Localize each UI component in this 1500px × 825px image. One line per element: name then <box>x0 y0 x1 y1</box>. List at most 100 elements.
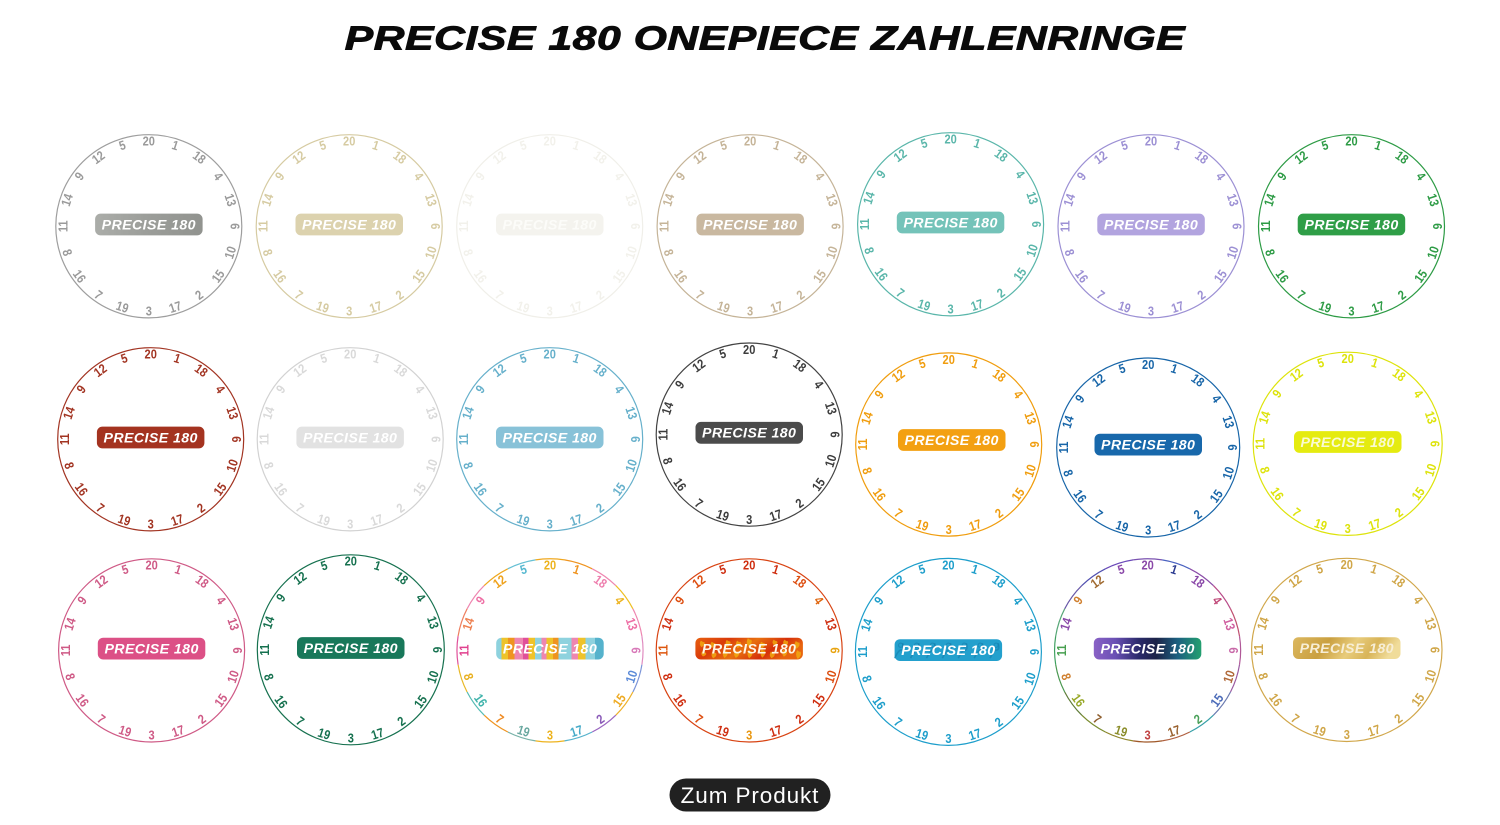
svg-text:8: 8 <box>660 247 676 258</box>
svg-text:20: 20 <box>1342 351 1355 366</box>
svg-text:Zum Produkt: Zum Produkt <box>681 783 820 808</box>
svg-text:1: 1 <box>972 135 983 151</box>
svg-text:19: 19 <box>715 506 732 524</box>
svg-text:20: 20 <box>744 134 757 149</box>
svg-text:5: 5 <box>119 350 130 366</box>
svg-text:14: 14 <box>459 405 477 422</box>
svg-text:14: 14 <box>1060 192 1078 209</box>
svg-text:14: 14 <box>1261 192 1279 209</box>
svg-text:17: 17 <box>1366 722 1383 740</box>
svg-text:PRECISE 180: PRECISE 180 <box>901 643 995 659</box>
svg-text:10: 10 <box>1422 462 1440 479</box>
svg-text:6: 6 <box>827 647 842 653</box>
svg-text:13: 13 <box>822 400 840 417</box>
svg-text:5: 5 <box>1116 561 1127 577</box>
svg-text:5: 5 <box>518 561 529 577</box>
svg-text:14: 14 <box>459 616 477 633</box>
svg-text:8: 8 <box>460 247 476 258</box>
svg-text:5: 5 <box>319 557 330 573</box>
svg-text:1: 1 <box>371 350 382 366</box>
svg-text:3: 3 <box>547 517 553 532</box>
svg-text:17: 17 <box>1367 515 1384 533</box>
svg-text:19: 19 <box>316 511 333 529</box>
svg-text:14: 14 <box>1254 615 1272 632</box>
svg-text:11: 11 <box>657 220 672 232</box>
svg-text:17: 17 <box>368 298 385 316</box>
svg-text:PRECISE 180: PRECISE 180 <box>905 433 999 449</box>
svg-text:6: 6 <box>227 223 242 229</box>
svg-text:3: 3 <box>346 304 352 319</box>
svg-text:6: 6 <box>628 436 643 442</box>
svg-text:10: 10 <box>224 668 242 685</box>
svg-text:PRECISE 180: PRECISE 180 <box>102 217 196 233</box>
svg-text:17: 17 <box>369 511 386 529</box>
svg-text:17: 17 <box>369 725 386 743</box>
svg-text:6: 6 <box>828 223 843 229</box>
svg-text:11: 11 <box>1054 644 1069 656</box>
svg-text:14: 14 <box>260 614 278 631</box>
svg-text:11: 11 <box>58 644 73 656</box>
svg-text:13: 13 <box>623 616 641 633</box>
svg-text:1: 1 <box>170 137 181 153</box>
svg-text:3: 3 <box>1344 727 1350 742</box>
svg-text:8: 8 <box>659 456 675 467</box>
svg-text:13: 13 <box>822 616 840 633</box>
svg-text:20: 20 <box>942 557 955 572</box>
svg-text:14: 14 <box>860 190 878 207</box>
svg-text:13: 13 <box>823 192 841 209</box>
svg-text:10: 10 <box>221 244 239 261</box>
svg-text:11: 11 <box>1056 441 1071 453</box>
svg-text:PRECISE 180: PRECISE 180 <box>503 217 597 233</box>
svg-text:19: 19 <box>515 722 532 740</box>
svg-text:20: 20 <box>544 558 557 573</box>
svg-text:8: 8 <box>460 460 476 471</box>
svg-text:8: 8 <box>1255 671 1271 682</box>
svg-text:5: 5 <box>518 350 529 366</box>
svg-text:20: 20 <box>143 134 156 149</box>
svg-text:10: 10 <box>822 452 840 469</box>
svg-text:11: 11 <box>55 220 70 232</box>
svg-text:8: 8 <box>62 671 78 682</box>
svg-text:8: 8 <box>61 460 77 471</box>
svg-text:PRECISE 180: PRECISE 180 <box>1301 435 1395 451</box>
svg-text:14: 14 <box>61 616 79 633</box>
svg-text:19: 19 <box>715 298 732 316</box>
svg-text:17: 17 <box>169 511 186 529</box>
svg-text:17: 17 <box>1166 517 1183 535</box>
svg-text:5: 5 <box>318 350 329 366</box>
svg-text:8: 8 <box>261 672 277 683</box>
svg-text:17: 17 <box>768 722 785 740</box>
svg-text:19: 19 <box>515 511 532 529</box>
svg-text:10: 10 <box>1421 668 1439 685</box>
svg-text:5: 5 <box>718 137 729 153</box>
svg-text:5: 5 <box>717 561 728 577</box>
svg-text:17: 17 <box>568 511 585 529</box>
svg-text:6: 6 <box>229 436 244 442</box>
svg-text:3: 3 <box>547 304 553 319</box>
svg-text:17: 17 <box>967 725 984 743</box>
svg-text:19: 19 <box>117 722 134 740</box>
svg-text:1: 1 <box>1172 137 1183 153</box>
svg-text:PRECISE 180: PRECISE 180 <box>903 215 997 231</box>
svg-text:5: 5 <box>919 135 930 151</box>
svg-text:14: 14 <box>858 617 876 634</box>
svg-text:10: 10 <box>223 457 241 474</box>
svg-text:11: 11 <box>456 433 471 445</box>
svg-text:1: 1 <box>1373 137 1384 153</box>
svg-text:PRECISE 180: PRECISE 180 <box>1300 641 1394 657</box>
svg-text:11: 11 <box>256 220 271 232</box>
svg-text:8: 8 <box>460 671 476 682</box>
svg-text:10: 10 <box>823 244 841 261</box>
svg-text:PRECISE 180 ONEPIECE ZAHLENRIN: PRECISE 180 ONEPIECE ZAHLENRINGE <box>345 20 1186 58</box>
svg-text:PRECISE 180: PRECISE 180 <box>702 641 796 657</box>
svg-text:8: 8 <box>861 245 877 256</box>
svg-text:11: 11 <box>257 644 272 656</box>
svg-text:13: 13 <box>423 405 441 422</box>
svg-text:6: 6 <box>827 432 842 438</box>
svg-text:1: 1 <box>571 350 582 366</box>
svg-text:3: 3 <box>747 304 753 319</box>
svg-text:PRECISE 180: PRECISE 180 <box>1101 437 1195 453</box>
svg-text:6: 6 <box>1430 223 1445 229</box>
svg-text:11: 11 <box>656 429 671 441</box>
svg-text:PRECISE 180: PRECISE 180 <box>1104 217 1198 233</box>
